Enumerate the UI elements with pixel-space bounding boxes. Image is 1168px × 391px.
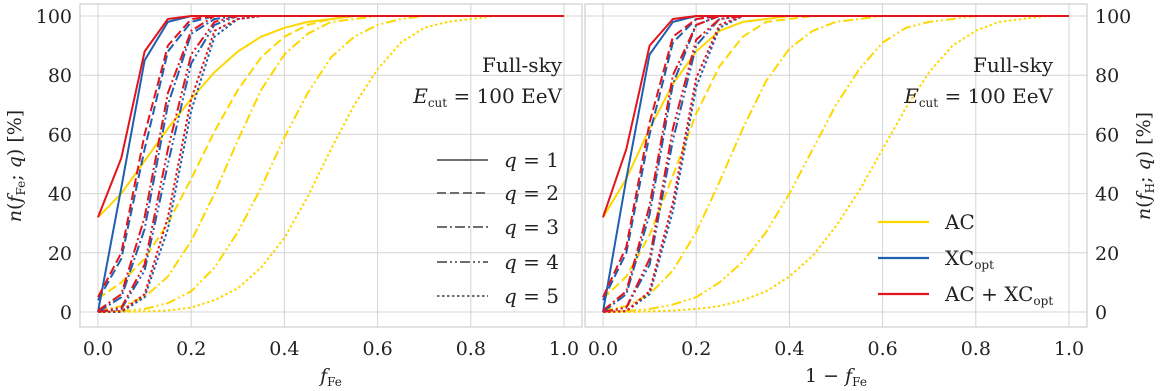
left-y-axis-label: n(fFe; q) [%] bbox=[4, 110, 28, 222]
right-x-tick-label: 0.6 bbox=[867, 338, 897, 360]
left-y-tick-label: 80 bbox=[48, 65, 72, 87]
legend-label-q5: q = 5 bbox=[504, 284, 559, 308]
right-axes-frame bbox=[584, 3, 1088, 328]
legend-label-acxcopt: AC + XCopt bbox=[944, 282, 1053, 308]
left-curve-acxcopt-q4 bbox=[97, 15, 564, 313]
right-y-tick-label: 80 bbox=[1095, 65, 1119, 87]
right-x-tick-label: 0.0 bbox=[588, 338, 618, 360]
left-y-tick-label: 20 bbox=[48, 243, 72, 265]
legend-item-q5: q = 5 bbox=[437, 284, 559, 308]
legend-label-ac: AC bbox=[944, 210, 975, 234]
left-x-tick-label: 0.2 bbox=[176, 338, 206, 360]
left-y-tick-label: 60 bbox=[48, 124, 72, 146]
right-curve-xcopt-q5 bbox=[602, 15, 1069, 313]
right-curve-ac-q4 bbox=[602, 15, 1069, 313]
right-x-tick-label: 0.4 bbox=[774, 338, 804, 360]
left-x-tick-label: 0.4 bbox=[269, 338, 299, 360]
left-panel: 0.0 0.2 0.4 0.6 0.8 1.0 0 20 40 60 80 100 fFe n(fF… bbox=[4, 3, 583, 389]
color-legend: AC XCopt AC + XCopt bbox=[878, 210, 1053, 308]
legend-item-q4: q = 4 bbox=[437, 250, 559, 274]
right-curve-xcopt-q3 bbox=[602, 15, 1069, 313]
legend-label-q1: q = 1 bbox=[504, 148, 559, 172]
left-y-tick-label: 0 bbox=[60, 302, 72, 324]
right-annotation-ecut: Ecut = 100 EeV bbox=[903, 84, 1053, 110]
right-curve-xcopt-q2 bbox=[602, 15, 1069, 301]
left-x-axis-label: fFe bbox=[318, 365, 342, 389]
right-y-axis-label: n(fH; q) [%] bbox=[1133, 112, 1157, 220]
right-y-tick-label: 0 bbox=[1095, 302, 1107, 324]
right-annotation-fullsky: Full-sky bbox=[973, 53, 1054, 77]
left-y-ticks: 0 20 40 60 80 100 bbox=[36, 6, 72, 324]
right-x-tick-label: 0.8 bbox=[961, 338, 991, 360]
right-curves bbox=[602, 15, 1069, 313]
right-y-tick-label: 20 bbox=[1095, 243, 1119, 265]
left-x-tick-label: 0.6 bbox=[362, 338, 392, 360]
left-y-tick-label: 100 bbox=[36, 6, 72, 28]
legend-item-acxcopt: AC + XCopt bbox=[878, 282, 1053, 308]
legend-item-q3: q = 3 bbox=[437, 215, 559, 239]
left-annotation-fullsky: Full-sky bbox=[482, 53, 563, 77]
left-annotation-ecut: Ecut = 100 EeV bbox=[412, 84, 562, 110]
right-x-tick-label: 1.0 bbox=[1054, 338, 1084, 360]
left-curves bbox=[97, 15, 564, 313]
legend-item-xcopt: XCopt bbox=[878, 246, 994, 272]
legend-label-q4: q = 4 bbox=[504, 250, 559, 274]
legend-item-q1: q = 1 bbox=[437, 148, 559, 172]
right-y-tick-label: 40 bbox=[1095, 184, 1119, 206]
right-curve-acxcopt-q2 bbox=[602, 15, 1069, 298]
legend-label-xcopt: XCopt bbox=[945, 246, 994, 272]
right-curve-ac-q5 bbox=[603, 15, 1069, 313]
right-curve-acxcopt-q4 bbox=[602, 15, 1069, 313]
legend-label-q3: q = 3 bbox=[504, 215, 559, 239]
left-y-tick-label: 40 bbox=[48, 184, 72, 206]
left-x-tick-label: 0.8 bbox=[456, 338, 486, 360]
left-curve-ac-q2 bbox=[97, 15, 564, 300]
right-y-ticks: 0 20 40 60 80 100 bbox=[1095, 6, 1131, 324]
legend-item-q2: q = 2 bbox=[437, 181, 559, 205]
legend-item-ac: AC bbox=[878, 210, 975, 234]
right-x-axis-label: 1 − fFe bbox=[805, 365, 867, 389]
left-x-tick-label: 0.0 bbox=[83, 338, 113, 360]
left-axes-frame bbox=[79, 3, 583, 328]
left-x-tick-label: 1.0 bbox=[549, 338, 579, 360]
left-grid bbox=[80, 4, 582, 327]
left-x-ticks: 0.0 0.2 0.4 0.6 0.8 1.0 bbox=[83, 338, 579, 360]
right-y-tick-label: 100 bbox=[1095, 6, 1131, 28]
right-y-tick-label: 60 bbox=[1095, 124, 1119, 146]
legend-label-q2: q = 2 bbox=[504, 181, 559, 205]
right-x-tick-label: 0.2 bbox=[681, 338, 711, 360]
right-x-ticks: 0.0 0.2 0.4 0.6 0.8 1.0 bbox=[588, 338, 1084, 360]
linestyle-legend: q = 1 q = 2 q = 3 q = 4 q = 5 bbox=[437, 148, 559, 308]
